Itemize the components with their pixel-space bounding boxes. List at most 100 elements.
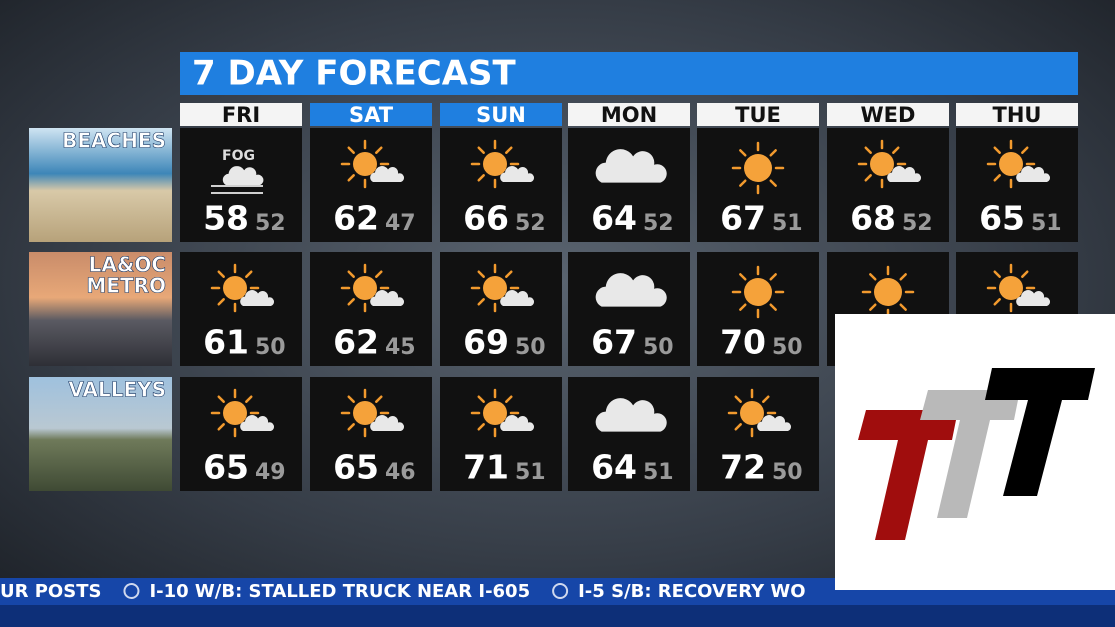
day-name: SUN bbox=[476, 103, 526, 127]
day-name: MON bbox=[601, 103, 657, 127]
day-name: WED bbox=[861, 103, 916, 127]
cloud bbox=[240, 290, 275, 306]
forecast-cell bbox=[310, 377, 432, 491]
sun-ray bbox=[375, 270, 383, 278]
low-temp: 51 bbox=[643, 460, 674, 485]
forecast-cell bbox=[310, 128, 432, 242]
ticker-item: I-10 W/B: STALLED TRUCK NEAR I-605 bbox=[149, 581, 530, 602]
day-name: THU bbox=[993, 103, 1042, 127]
high-temp: 72 bbox=[720, 448, 766, 487]
low-temp: 47 bbox=[385, 211, 416, 236]
cloud bbox=[595, 149, 667, 183]
forecast-cell bbox=[310, 252, 432, 366]
sun-ray bbox=[347, 423, 355, 431]
cloud bbox=[595, 273, 667, 307]
sun bbox=[999, 152, 1023, 176]
sun-ray bbox=[739, 303, 747, 311]
sun bbox=[353, 276, 377, 300]
sun-ray bbox=[477, 423, 485, 431]
low-temp: 52 bbox=[255, 211, 286, 236]
sun-ray bbox=[869, 273, 877, 281]
sun-ray bbox=[217, 270, 225, 278]
sun-ray bbox=[734, 395, 742, 403]
forecast-cell bbox=[827, 128, 949, 242]
sun-ray bbox=[245, 395, 253, 403]
high-temp: 62 bbox=[333, 323, 379, 362]
sun-ray bbox=[769, 303, 777, 311]
cloud bbox=[1016, 166, 1051, 182]
sun-ray bbox=[477, 270, 485, 278]
sun-ray bbox=[739, 179, 747, 187]
low-temp: 46 bbox=[385, 460, 416, 485]
low-temp: 51 bbox=[772, 211, 803, 236]
low-temp: 50 bbox=[772, 335, 803, 360]
forecast-cell bbox=[180, 252, 302, 366]
logo-t-red bbox=[858, 410, 958, 540]
sun bbox=[223, 401, 247, 425]
region-image bbox=[29, 252, 172, 366]
ticker-bullet bbox=[552, 583, 569, 599]
cloud bbox=[370, 290, 405, 306]
sun-ray bbox=[993, 146, 1001, 154]
sun-ray bbox=[347, 270, 355, 278]
sun-ray bbox=[899, 303, 907, 311]
sun bbox=[483, 401, 507, 425]
sun-ray bbox=[739, 149, 747, 157]
sun-ray bbox=[477, 298, 485, 306]
high-temp: 65 bbox=[203, 448, 249, 487]
sun-ray bbox=[993, 298, 1001, 306]
sun bbox=[353, 401, 377, 425]
sun bbox=[483, 152, 507, 176]
high-temp: 67 bbox=[720, 199, 766, 238]
sun-ray bbox=[864, 174, 872, 182]
sun-ray bbox=[993, 270, 1001, 278]
high-temp: 64 bbox=[591, 199, 637, 238]
forecast-cell bbox=[956, 128, 1078, 242]
low-temp: 52 bbox=[902, 211, 933, 236]
day-header bbox=[827, 103, 949, 126]
low-temp: 50 bbox=[515, 335, 546, 360]
sun bbox=[744, 154, 772, 182]
sun-ray bbox=[762, 395, 770, 403]
low-temp: 45 bbox=[385, 335, 416, 360]
cloud bbox=[370, 415, 405, 431]
sun-ray bbox=[739, 273, 747, 281]
ticker-bullet bbox=[123, 583, 140, 599]
ticker: UR POSTS I-10 W/B: STALLED TRUCK NEAR I-6… bbox=[0, 581, 806, 602]
high-temp: 64 bbox=[591, 448, 637, 487]
day-header bbox=[180, 103, 302, 126]
region-label: LA&OC bbox=[89, 253, 166, 277]
weather-note: FOG bbox=[222, 148, 255, 164]
sun bbox=[744, 278, 772, 306]
high-temp: 68 bbox=[850, 199, 896, 238]
day-header bbox=[310, 103, 432, 126]
cloud bbox=[757, 415, 792, 431]
sun-ray bbox=[477, 146, 485, 154]
region-label: BEACHES bbox=[62, 129, 166, 153]
forecast-cell bbox=[440, 377, 562, 491]
sun-ray bbox=[347, 298, 355, 306]
high-temp: 69 bbox=[463, 323, 509, 362]
sun bbox=[740, 401, 764, 425]
region-image bbox=[29, 128, 172, 242]
sun-ray bbox=[375, 146, 383, 154]
ticker-bottom bbox=[0, 605, 1115, 627]
cloud bbox=[500, 415, 535, 431]
sun-ray bbox=[769, 273, 777, 281]
day-header bbox=[956, 103, 1078, 126]
sun-ray bbox=[217, 423, 225, 431]
region-label: METRO bbox=[86, 274, 166, 298]
sun bbox=[223, 276, 247, 300]
day-name: FRI bbox=[222, 103, 260, 127]
sun-ray bbox=[993, 174, 1001, 182]
high-temp: 65 bbox=[333, 448, 379, 487]
forecast-cell bbox=[697, 377, 819, 491]
ticker-item: UR POSTS bbox=[0, 581, 101, 602]
low-temp: 50 bbox=[643, 335, 674, 360]
forecast-cell bbox=[180, 377, 302, 491]
sun-ray bbox=[864, 146, 872, 154]
cloud bbox=[1016, 290, 1051, 306]
low-temp: 51 bbox=[515, 460, 546, 485]
